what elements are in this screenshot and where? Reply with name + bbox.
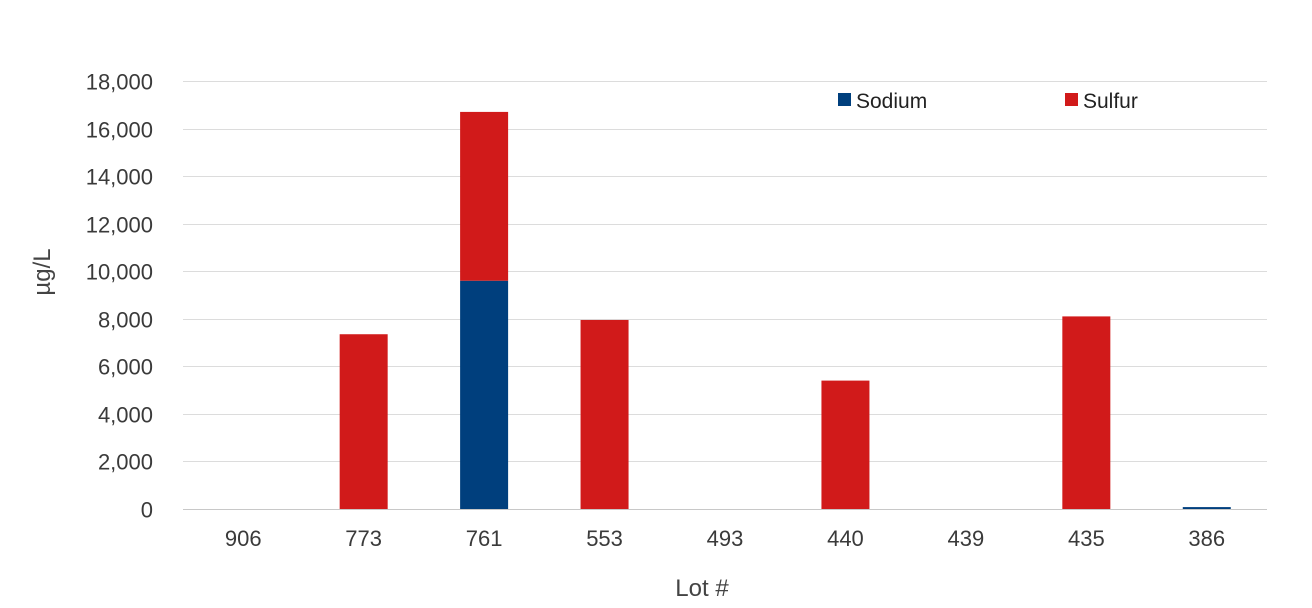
x-tick-label: 439	[948, 526, 985, 551]
legend-swatch-sulfur	[1065, 93, 1078, 106]
legend-swatch-sodium	[838, 93, 851, 106]
bars	[339, 111, 1231, 509]
bar-sulfur-553	[580, 319, 629, 509]
x-tick-label: 773	[345, 526, 382, 551]
y-tick-label: 0	[141, 498, 153, 523]
x-tick-label: 761	[466, 526, 503, 551]
legend: Sodium Sulfur	[838, 90, 1138, 113]
y-tick-label: 4,000	[98, 403, 153, 428]
x-tick-label: 906	[225, 526, 262, 551]
x-tick-label: 493	[707, 526, 744, 551]
x-axis-label: Lot #	[675, 575, 729, 602]
x-axis-ticks: 906 773 761 553 493 440 439 435 386	[225, 526, 1225, 551]
y-tick-label: 12,000	[86, 213, 153, 238]
y-tick-label: 16,000	[86, 118, 153, 143]
x-tick-label: 440	[827, 526, 864, 551]
y-tick-label: 10,000	[86, 260, 153, 285]
bar-sulfur-440	[821, 380, 870, 509]
legend-label-sulfur: Sulfur	[1083, 90, 1138, 113]
bar-sulfur-773	[339, 334, 388, 509]
y-tick-label: 2,000	[98, 450, 153, 475]
y-axis-label: µg/L	[29, 248, 56, 295]
bar-sodium-761	[460, 280, 509, 509]
x-tick-label: 386	[1188, 526, 1225, 551]
bar-sodium-386	[1182, 507, 1231, 509]
legend-label-sodium: Sodium	[856, 90, 927, 113]
x-tick-label: 553	[586, 526, 623, 551]
y-tick-label: 6,000	[98, 355, 153, 380]
x-tick-label: 435	[1068, 526, 1105, 551]
y-axis-ticks: 0 2,000 4,000 6,000 8,000 10,000 12,000 14,000 1…	[86, 70, 153, 523]
bar-sulfur-435	[1062, 316, 1111, 509]
y-tick-label: 14,000	[86, 165, 153, 190]
y-tick-label: 18,000	[86, 70, 153, 95]
bar-sulfur-761	[460, 111, 509, 281]
y-tick-label: 8,000	[98, 308, 153, 333]
